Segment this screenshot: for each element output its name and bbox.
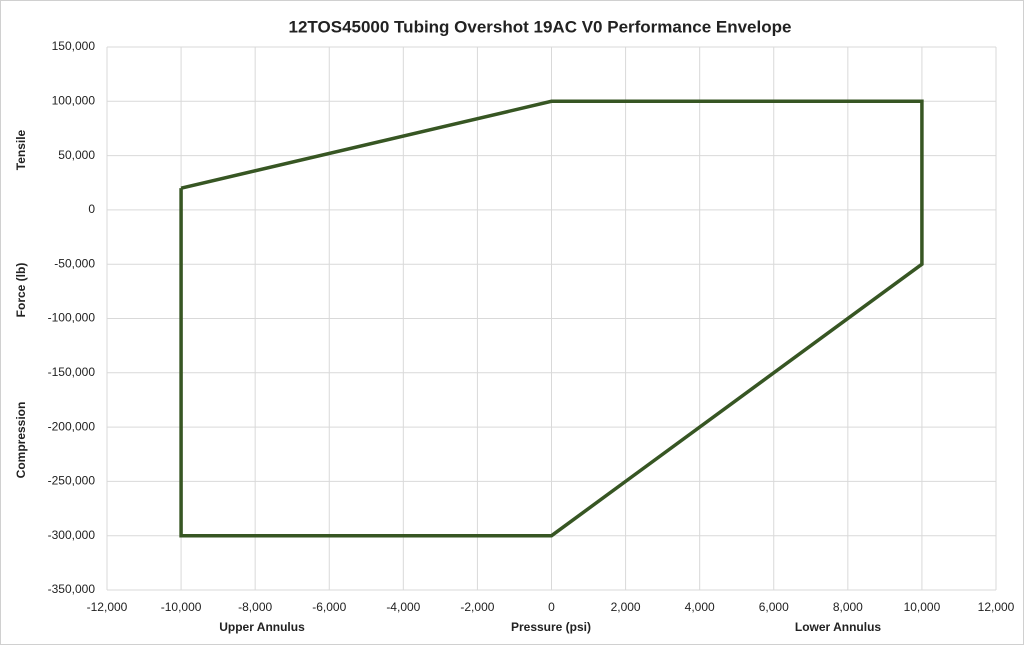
y-tick-label: -150,000	[48, 365, 96, 379]
x-annotation: Upper Annulus	[219, 620, 305, 634]
y-tick-label: -350,000	[48, 582, 96, 596]
x-tick-label: -4,000	[386, 600, 420, 614]
x-annotation: Lower Annulus	[795, 620, 882, 634]
envelope-line	[179, 99, 924, 538]
x-tick-label: -2,000	[460, 600, 494, 614]
y-annotation: Compression	[14, 402, 28, 479]
x-tick-label: -8,000	[238, 600, 272, 614]
x-axis-label: Pressure (psi)	[511, 620, 591, 634]
x-tick-label: 12,000	[978, 600, 1015, 614]
y-tick-label: -250,000	[48, 474, 96, 488]
x-tick-label: -12,000	[87, 600, 128, 614]
y-axis-label: Force (lb)	[14, 263, 28, 318]
y-tick-label: -200,000	[48, 419, 96, 433]
x-tick-label: 8,000	[833, 600, 863, 614]
x-tick-label: 10,000	[904, 600, 941, 614]
x-tick-label: 6,000	[759, 600, 789, 614]
y-tick-label: -50,000	[54, 256, 95, 270]
y-annotation: Tensile	[14, 129, 28, 170]
y-tick-label: 100,000	[52, 93, 96, 107]
chart-title: 12TOS45000 Tubing Overshot 19AC V0 Perfo…	[289, 17, 792, 36]
y-tick-label: 0	[88, 202, 95, 216]
x-tick-label: -10,000	[161, 600, 202, 614]
y-tick-label: -300,000	[48, 528, 96, 542]
y-tick-label: -100,000	[48, 311, 96, 325]
x-tick-label: -6,000	[312, 600, 346, 614]
x-tick-label: 4,000	[685, 600, 715, 614]
x-tick-label: 2,000	[611, 600, 641, 614]
x-tick-label: 0	[548, 600, 555, 614]
y-tick-label: 50,000	[58, 148, 95, 162]
y-tick-label: 150,000	[52, 39, 96, 53]
